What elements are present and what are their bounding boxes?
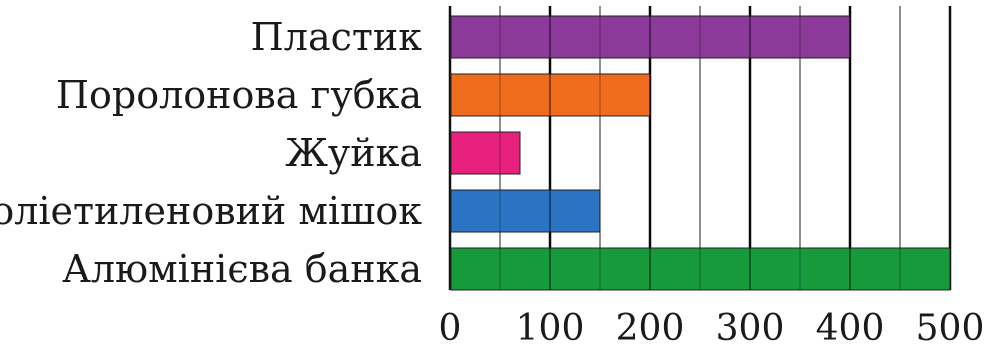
- x-tick-labels: 0 100 200 300 400 500: [439, 308, 985, 348]
- x-tick-label: 200: [616, 308, 685, 348]
- x-tick-label: 400: [816, 308, 885, 348]
- x-tick-label: 300: [716, 308, 785, 348]
- bar: [450, 131, 521, 175]
- x-tick-label: 0: [439, 308, 462, 348]
- bars: [450, 6, 951, 291]
- bar: [450, 247, 951, 291]
- category-label: Пластик: [251, 15, 423, 59]
- category-label: Поролонова губка: [56, 73, 422, 117]
- x-tick-label: 500: [916, 308, 985, 348]
- category-labels: Пластик Поролонова губка Жуйка Поліетиленов…: [0, 15, 422, 291]
- bar: [450, 189, 601, 233]
- category-label: Поліетиленовий мішок: [0, 189, 422, 233]
- x-tick-label: 100: [516, 308, 585, 348]
- category-label: Алюмінієва банка: [62, 247, 422, 291]
- category-label: Жуйка: [285, 131, 422, 175]
